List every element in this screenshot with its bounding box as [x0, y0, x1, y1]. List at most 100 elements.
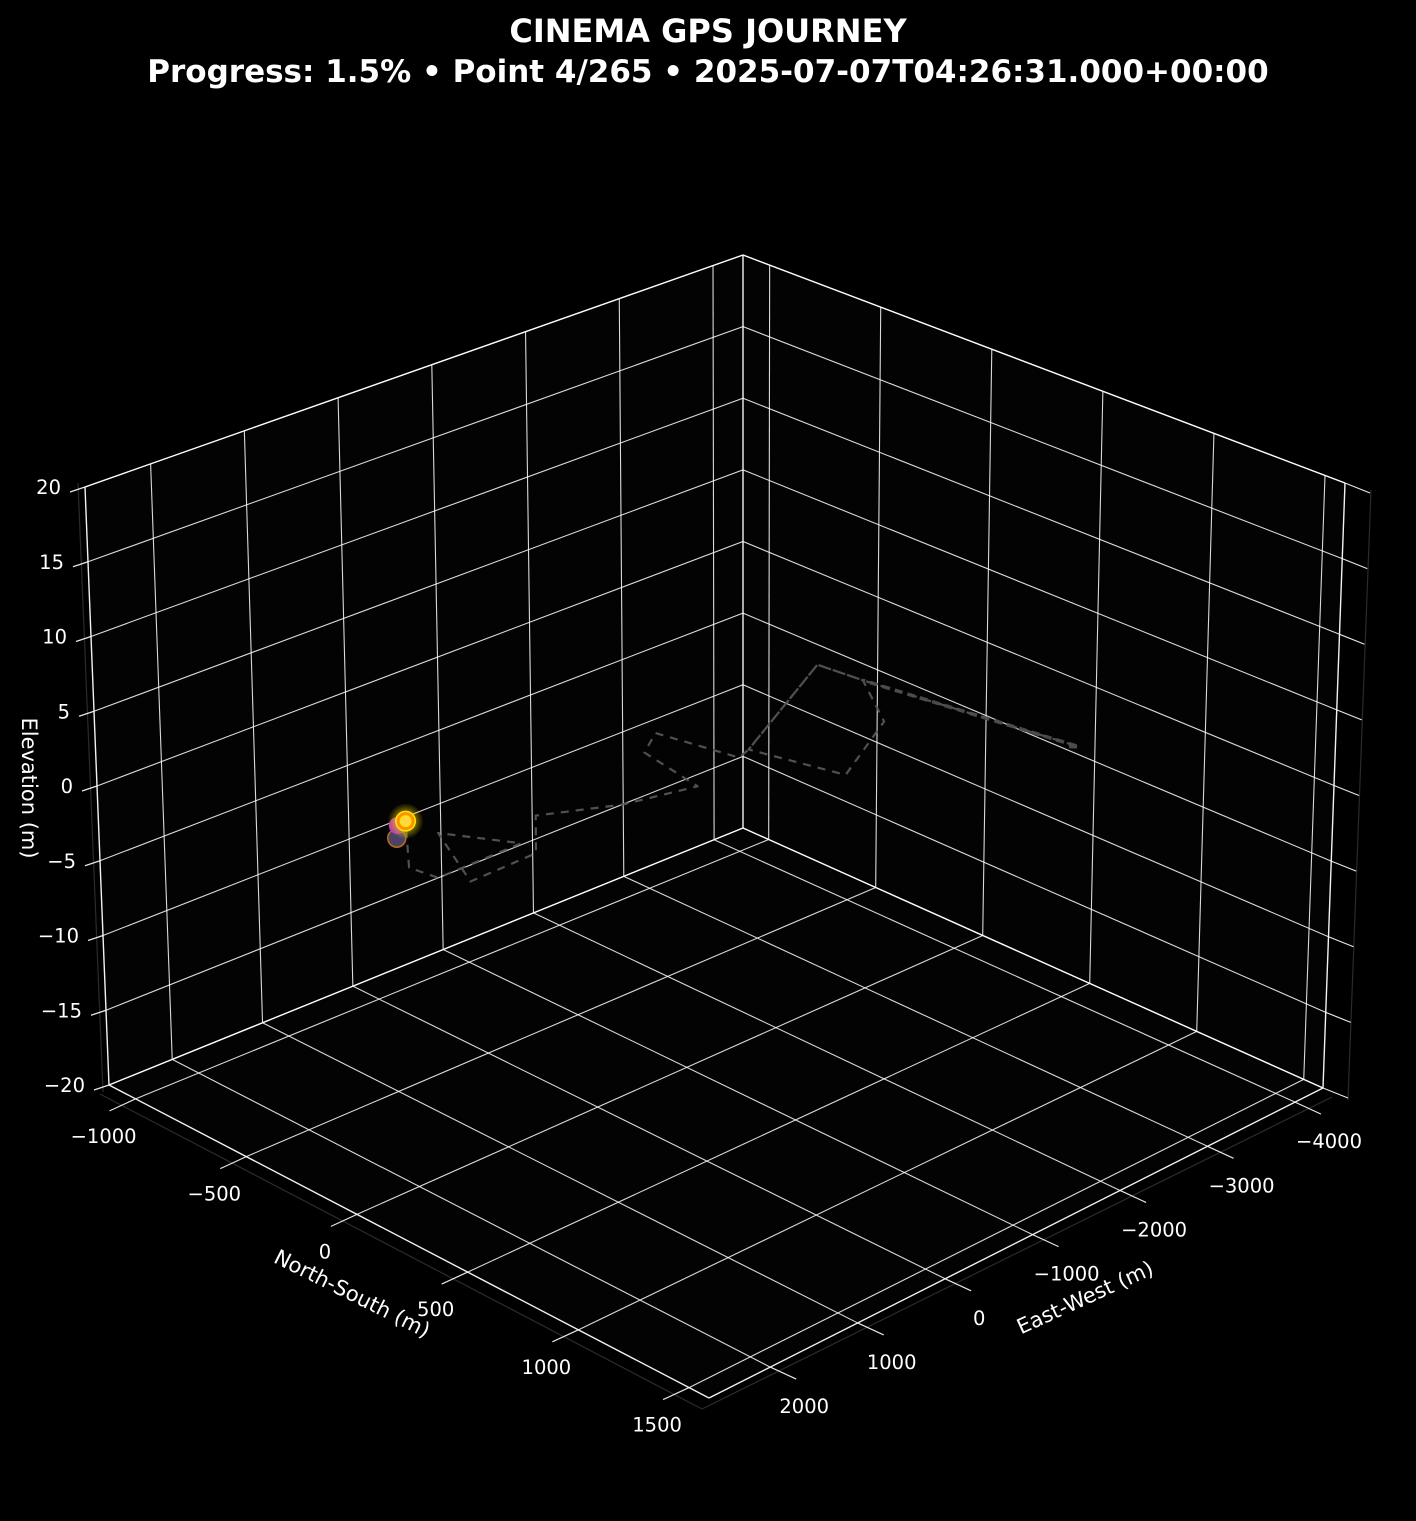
axis-box-edge	[742, 254, 1346, 484]
elevation-tick	[1339, 633, 1365, 645]
elevation-tick	[90, 1009, 107, 1016]
north-south-floor-gridline	[135, 839, 769, 1100]
elevation-tick	[72, 561, 89, 568]
elevation-tick	[87, 934, 104, 942]
axis-box-edge	[708, 1087, 1324, 1399]
north-south-floor-gridline	[356, 934, 983, 1215]
current-point-ring	[396, 812, 415, 831]
elevation-tick-label: 20	[36, 476, 61, 499]
pane-outer-edge	[1347, 489, 1372, 1101]
elevation-tick	[1322, 1087, 1349, 1099]
north-south-tick	[552, 1329, 579, 1343]
tick-marks-and-labels: 20 15 10 5 0 −5 −10 −15 −20 −1000 −500 0 500 1000 1500…	[36, 476, 1371, 1437]
east-west-floor-gridline	[533, 912, 1121, 1191]
east-west-floor-gridline	[442, 949, 1033, 1236]
north-south-tick-label: 1500	[632, 1414, 682, 1437]
elevation-tick	[1344, 482, 1371, 494]
east-west-tick-label: −4000	[1296, 1130, 1362, 1153]
east-west-wall-gridline	[337, 397, 354, 987]
east-west-wall-gridline	[712, 265, 715, 840]
current-point-core	[401, 816, 411, 826]
route-path-group	[404, 663, 1081, 883]
pane-outer-edge	[77, 482, 104, 1093]
north-south-tick-label: 500	[417, 1298, 454, 1321]
elevation-tick	[1342, 558, 1368, 570]
axis-box-edge	[742, 827, 1324, 1089]
north-south-wall-gridline	[982, 349, 993, 936]
elevation-tick	[81, 785, 98, 792]
east-west-tick	[769, 1366, 797, 1380]
elevation-tick	[69, 486, 86, 493]
north-south-tick-label: 1000	[522, 1356, 572, 1379]
floor-pane	[109, 828, 1323, 1398]
east-west-wall-gridline	[524, 331, 535, 913]
north-south-wall-gridline	[1196, 433, 1215, 1032]
east-west-wall-gridline	[618, 298, 625, 877]
east-west-tick-label: 0	[973, 1307, 985, 1330]
north-south-wall-gridline	[1089, 391, 1104, 984]
elevation-tick	[1325, 1011, 1351, 1023]
position-markers	[386, 803, 424, 848]
east-west-wall-gridline	[243, 430, 264, 1023]
north-south-tick-label: −500	[187, 1183, 241, 1206]
pane-outer-edge	[701, 1096, 1333, 1410]
north-south-tick	[441, 1271, 468, 1285]
elevation-tick-label: −10	[38, 925, 79, 948]
elevation-tick	[84, 860, 101, 867]
axis-box-edge	[108, 827, 744, 1086]
east-west-tick-label: −2000	[1121, 1218, 1187, 1241]
north-south-tick-label: −1000	[71, 1125, 137, 1148]
east-west-tick	[1032, 1234, 1059, 1248]
east-west-tick	[857, 1322, 884, 1336]
elevation-tick	[1328, 936, 1354, 948]
east-west-wall-gridline	[431, 364, 444, 950]
route-path	[404, 663, 1081, 883]
north-south-tick	[662, 1387, 690, 1401]
route-path-dense-segment	[862, 678, 1081, 749]
axis-panes	[77, 255, 1372, 1410]
east-west-tick	[944, 1278, 972, 1292]
north-south-floor-gridline	[578, 1030, 1197, 1331]
north-south-tick-label: 0	[319, 1240, 331, 1263]
left-wall-pane	[85, 255, 743, 1085]
elevation-tick-label: −15	[41, 999, 82, 1022]
east-west-floor-gridline	[171, 1058, 771, 1368]
north-south-tick	[109, 1098, 136, 1112]
pane-outer-edge	[99, 1093, 703, 1410]
elevation-tick-label: 15	[39, 551, 64, 574]
north-south-wall-gridline	[875, 307, 882, 888]
east-west-floor-gridline	[623, 875, 1208, 1147]
elevation-tick	[1331, 860, 1357, 872]
elevation-tick-label: 10	[42, 626, 67, 649]
elevation-tick	[93, 1084, 110, 1091]
elevation-tick	[78, 710, 95, 717]
east-west-wall-gridline	[150, 463, 173, 1060]
east-west-tick	[1119, 1189, 1147, 1203]
east-west-tick	[1294, 1101, 1322, 1115]
east-west-floor-gridline	[262, 1022, 858, 1324]
right-wall-pane	[743, 255, 1345, 1088]
east-west-floor-gridline	[352, 985, 946, 1280]
east-west-tick-label: −1000	[1034, 1263, 1100, 1286]
elevation-tick-label: 5	[58, 700, 70, 723]
chart-subtitle: Progress: 1.5% • Point 4/265 • 2025-07-0…	[147, 54, 1268, 90]
chart-title: CINEMA GPS JOURNEY	[509, 12, 907, 50]
north-south-wall-gridline	[768, 265, 771, 840]
north-south-tick	[330, 1213, 358, 1227]
north-south-wall-gridline	[1303, 475, 1326, 1080]
north-south-axis-label: North-South (m)	[270, 1245, 434, 1343]
east-west-floor-gridline	[713, 839, 1296, 1103]
east-west-tick	[1207, 1145, 1234, 1159]
east-west-tick-label: 1000	[867, 1351, 917, 1374]
north-south-tick	[220, 1156, 247, 1170]
axis-box-edge	[108, 1084, 710, 1399]
elevation-axis-label: Elevation (m)	[17, 717, 41, 858]
north-south-floor-gridline	[246, 886, 876, 1158]
north-south-floor-gridline	[688, 1078, 1304, 1389]
elevation-tick-label: −20	[44, 1074, 85, 1097]
elevation-tick	[75, 635, 92, 643]
east-west-tick-label: 2000	[779, 1395, 829, 1418]
axis-box-edge	[84, 254, 744, 488]
